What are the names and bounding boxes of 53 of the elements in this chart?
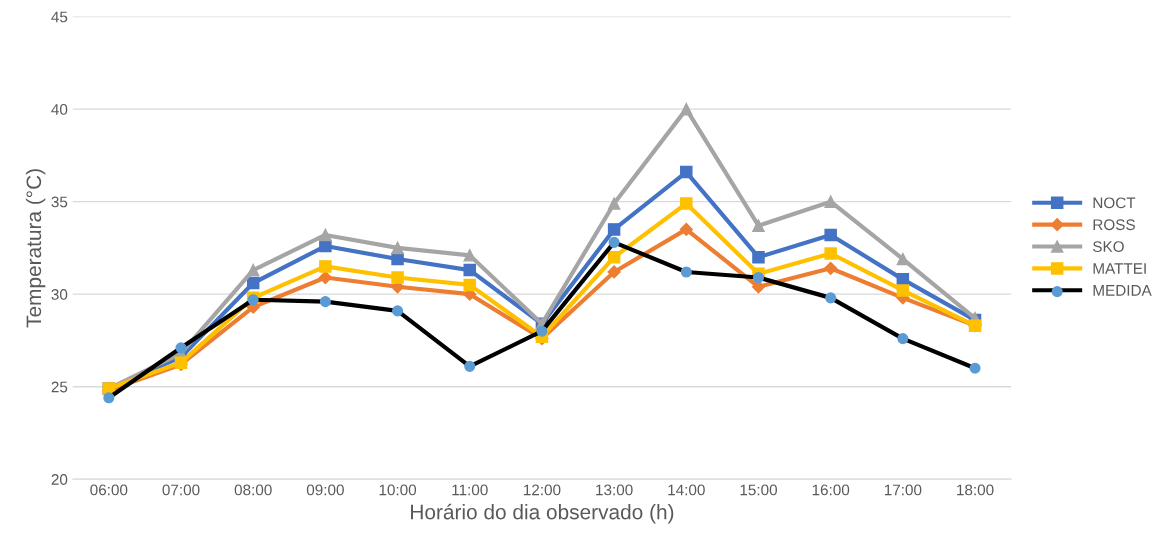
point: [318, 270, 332, 285]
point: [896, 252, 910, 266]
x-tick-label: 06:00: [90, 484, 128, 496]
point: [319, 239, 332, 253]
point: [463, 278, 476, 292]
y-tick-label: 45: [51, 11, 68, 23]
y-tick-label: 35: [51, 196, 68, 208]
point: [751, 280, 766, 294]
point: [680, 197, 693, 210]
x-tick-label: 10:00: [379, 484, 417, 496]
point: [391, 271, 404, 284]
x-axis-title: Horário do dia observado (h): [411, 503, 674, 524]
point: [607, 197, 621, 210]
point: [391, 252, 404, 266]
point: [319, 228, 332, 242]
y-tick-label: 20: [51, 474, 68, 485]
point: [680, 165, 693, 179]
x-tick-label: 11:00: [452, 484, 488, 496]
y-tick-label: 25: [51, 381, 68, 393]
point: [679, 222, 693, 236]
point: [391, 241, 404, 255]
legend-label: MEDIDA: [1093, 285, 1152, 296]
x-tick-label: 07:00: [162, 484, 200, 496]
point: [246, 263, 260, 277]
legend-label: MATTEI: [1093, 263, 1146, 274]
x-tick-label: 13:00: [596, 484, 633, 496]
x-tick-label: 14:00: [668, 484, 705, 496]
y-tick-label: 40: [51, 104, 68, 115]
point: [752, 250, 765, 264]
x-tick-label: 18:00: [957, 484, 994, 496]
y-axis-title: Temperatura (°C): [25, 169, 46, 328]
x-tick-label: 16:00: [812, 484, 850, 496]
point: [607, 223, 621, 236]
point: [824, 247, 837, 260]
point: [896, 284, 910, 297]
x-tick-label: 17:00: [884, 484, 922, 496]
legend-label: NOCT: [1093, 197, 1136, 209]
point: [319, 260, 332, 273]
point: [824, 228, 837, 242]
x-tick-label: 12:00: [523, 484, 561, 496]
x-tick-label: 15:00: [740, 484, 777, 496]
point: [246, 276, 260, 290]
point: [607, 250, 621, 264]
point: [607, 265, 621, 279]
point: [680, 102, 693, 116]
point: [463, 263, 476, 277]
legend-label: SKO: [1093, 241, 1124, 253]
y-tick-label: 30: [51, 289, 68, 300]
x-tick-label: 09:00: [306, 484, 344, 496]
point: [752, 219, 765, 232]
legend-label: ROSS: [1093, 219, 1135, 231]
point: [824, 261, 838, 275]
x-tick-label: 08:00: [234, 484, 272, 496]
